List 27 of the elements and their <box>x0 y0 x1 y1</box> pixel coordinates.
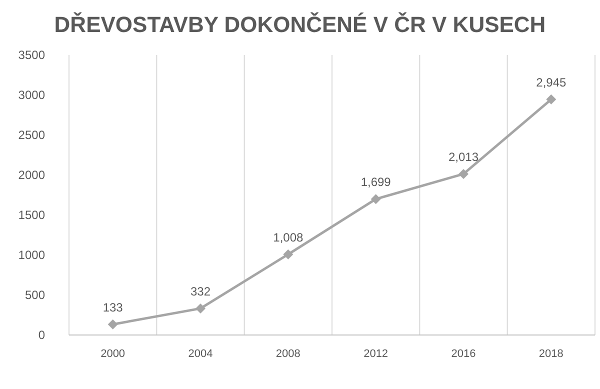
y-tick-label: 1000 <box>18 248 46 262</box>
chart-title: DŘEVOSTAVBY DOKONČENÉ V ČR V KUSECH <box>54 12 546 37</box>
x-tick-label: 2000 <box>100 348 126 360</box>
x-tick-label: 2008 <box>276 348 300 360</box>
point <box>370 194 381 204</box>
data-label: 1,008 <box>273 230 304 244</box>
y-tick-label: 2000 <box>18 168 46 182</box>
y-tick-label: 3000 <box>18 88 46 102</box>
x-tick-label: 2016 <box>451 348 476 360</box>
y-tick-label: 2500 <box>18 128 46 142</box>
point <box>546 94 556 104</box>
point <box>108 319 118 330</box>
data-label: 1,699 <box>360 175 392 190</box>
x-tick-label: 2018 <box>538 348 564 360</box>
x-tick-label: 2004 <box>188 348 213 360</box>
data-label: 2,013 <box>448 150 479 164</box>
data-label: 332 <box>190 284 211 298</box>
data-label: 2,945 <box>536 75 567 90</box>
point <box>283 249 294 260</box>
point <box>196 303 206 314</box>
point <box>458 168 468 179</box>
y-tick-label: 500 <box>24 288 46 302</box>
data-label: 133 <box>102 300 124 314</box>
x-tick-label: 2012 <box>364 348 388 360</box>
y-tick-label: 1500 <box>18 208 46 222</box>
y-tick-label: 0 <box>38 328 46 342</box>
y-tick-label: 3500 <box>18 48 46 62</box>
